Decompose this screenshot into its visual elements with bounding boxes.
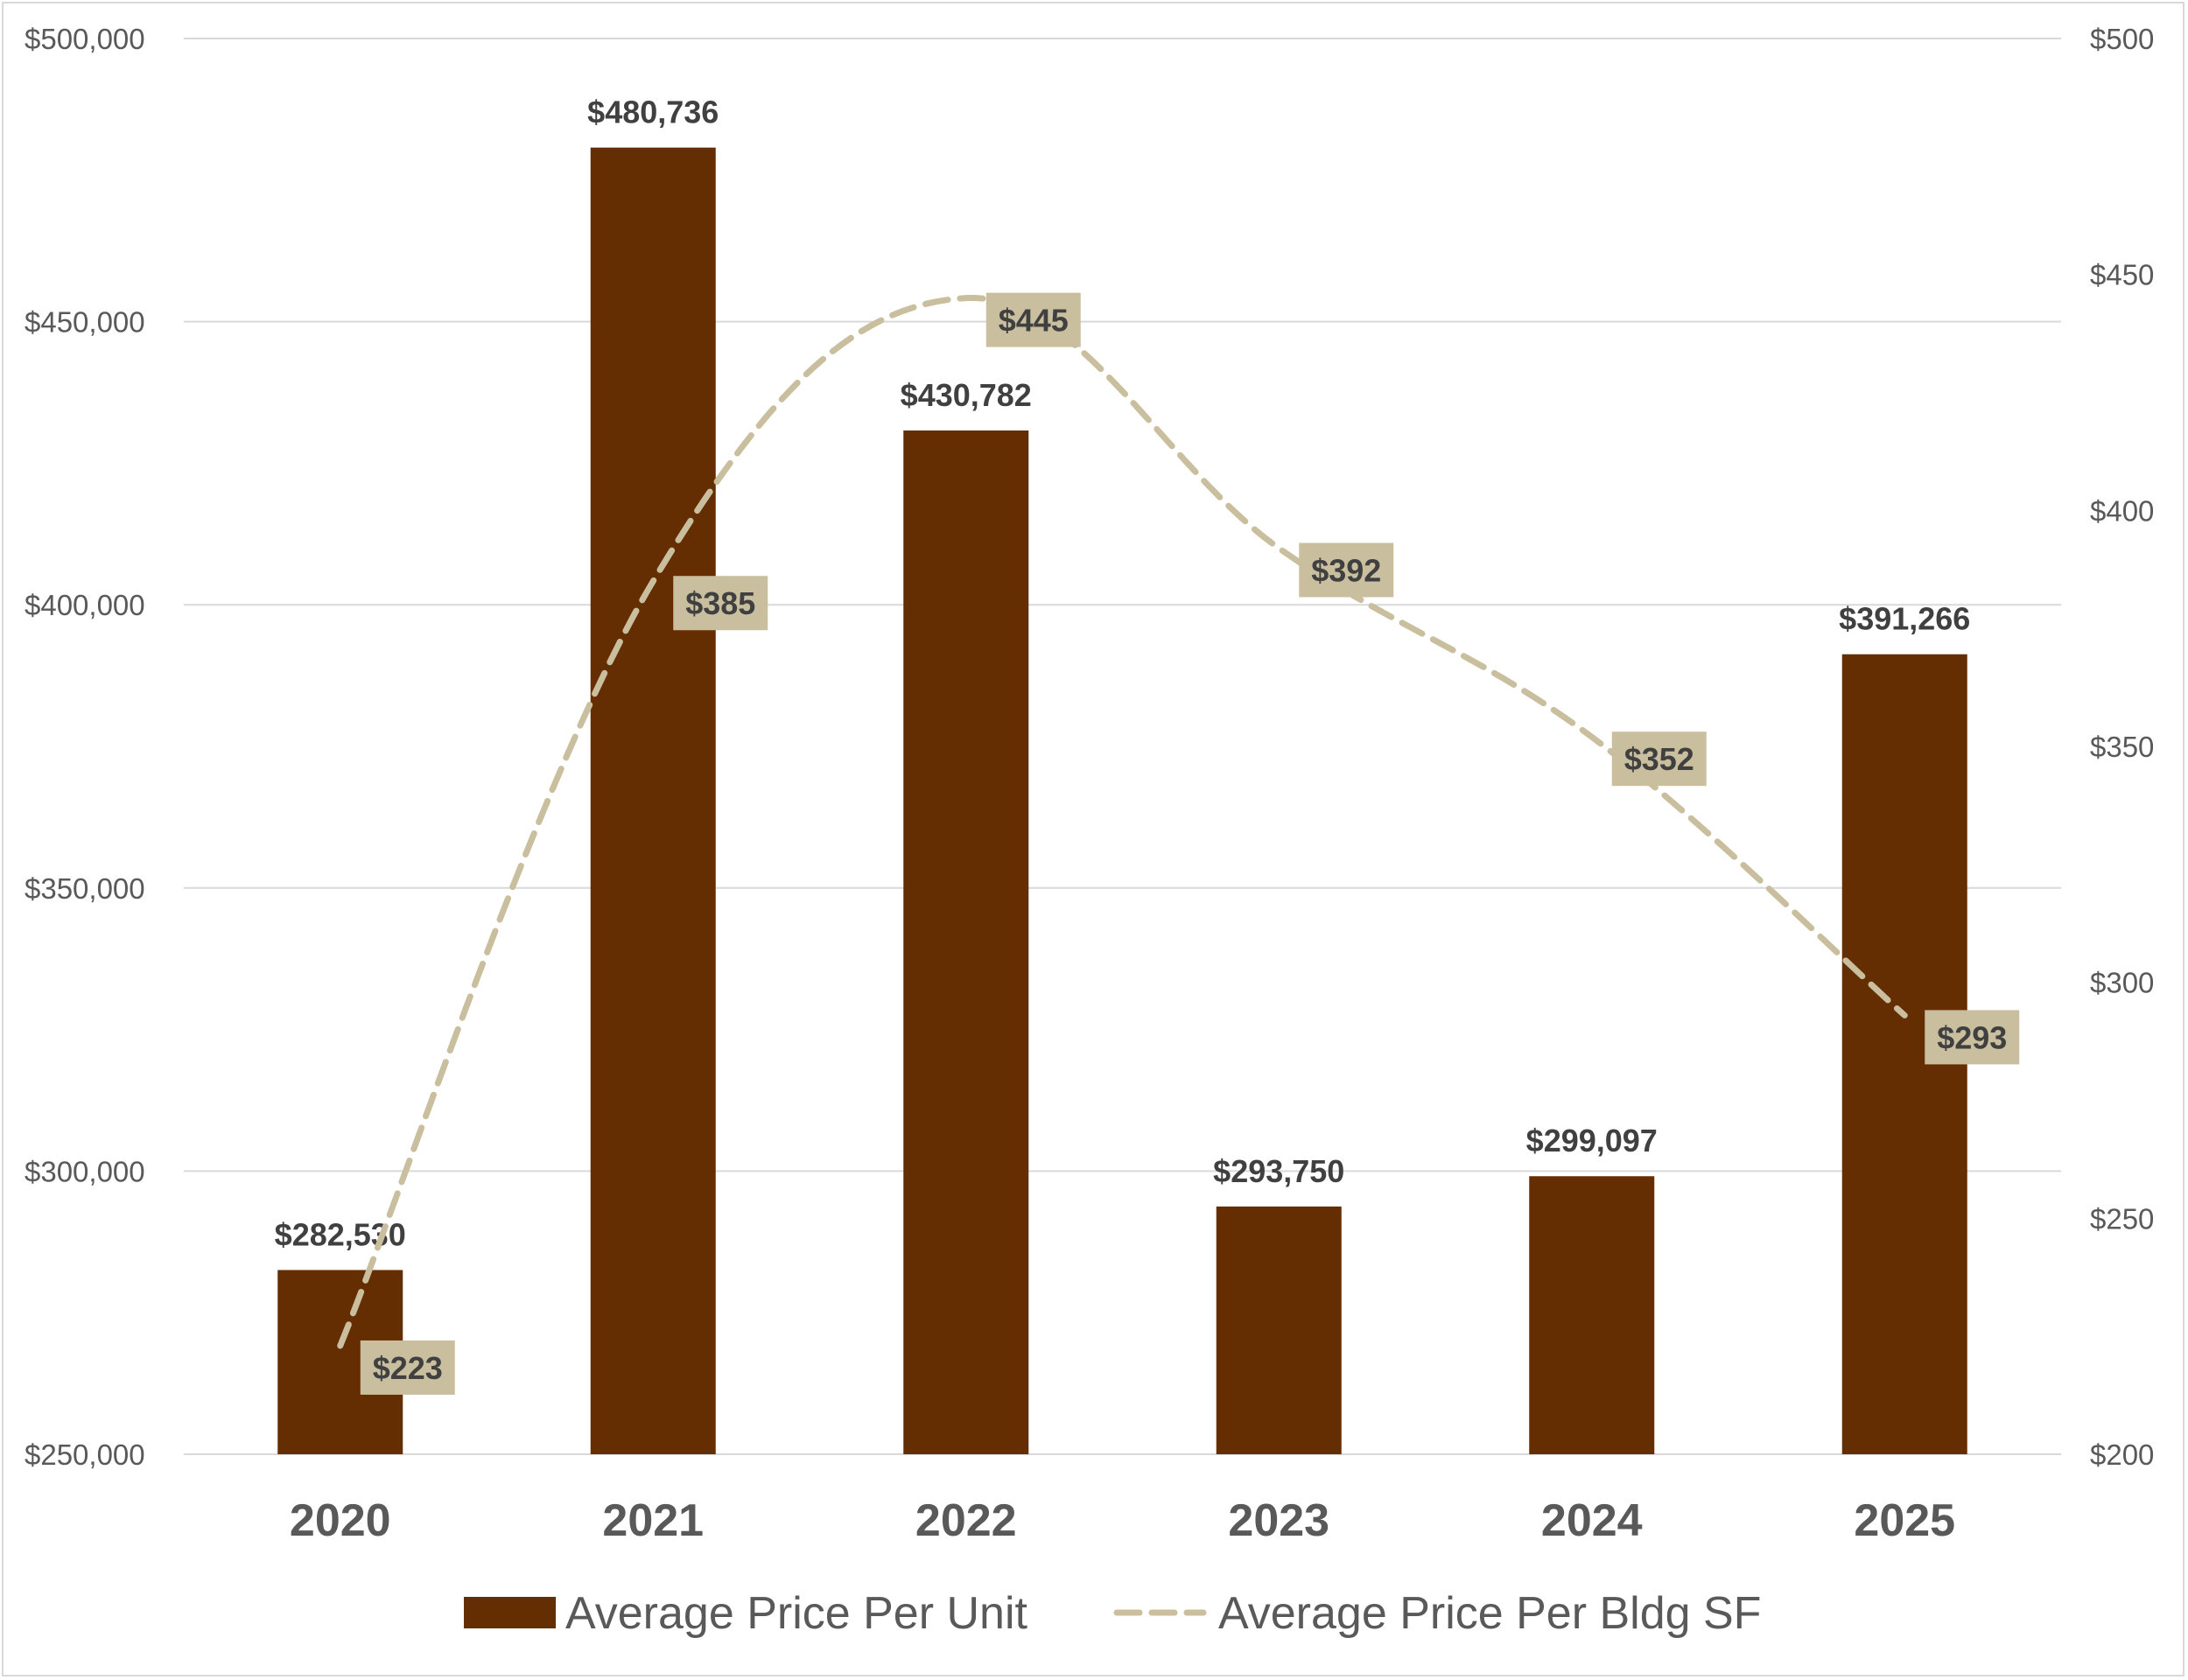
left-tick-label: $350,000 [25,872,145,905]
right-tick-label: $250 [2090,1202,2154,1235]
right-tick-label: $200 [2090,1438,2154,1471]
line-label-background [360,1340,455,1395]
left-tick-label: $250,000 [25,1438,145,1471]
category-label: 2021 [602,1495,704,1546]
left-tick-label: $400,000 [25,589,145,621]
left-tick-label: $500,000 [25,23,145,55]
line-value-label: $352 [1624,741,1694,777]
x-axis: 2020 2021 2022 2023 2024 2025 [290,1495,1955,1546]
line-value-label-box: $392 [1299,542,1394,598]
legend-bar-swatch [464,1597,556,1628]
line-value-label: $385 [685,585,755,621]
price-per-sf-line [337,295,1908,1349]
category-label: 2024 [1541,1495,1643,1546]
bar-2022 [903,430,1029,1454]
line-value-label: $445 [999,303,1069,339]
line-value-label: $293 [1937,1019,2007,1055]
right-tick-label: $300 [2090,967,2154,999]
price-per-sf-line-layer [337,295,1908,1349]
right-axis: $200 $250 $300 $350 $400 $450 $500 [2090,23,2154,1471]
right-tick-label: $500 [2090,23,2154,55]
gridlines [184,38,2061,1455]
bar-2023 [1216,1206,1342,1454]
left-axis: $250,000 $300,000 $350,000 $400,000 $450,000… [25,23,145,1471]
bar-data-labels: $282,530 $480,736 $430,782 $293,750 $299,097… [275,94,1971,1253]
legend: Average Price Per Unit Average Price Per … [464,1588,1761,1639]
left-tick-label: $450,000 [25,306,145,339]
category-label: 2023 [1228,1495,1329,1546]
bar-2021 [590,147,716,1454]
bar-value-label: $293,750 [1213,1153,1344,1189]
line-value-label-box: $223 [360,1340,455,1395]
line-label-background [985,292,1081,347]
line-data-labels: $223 $385 $445 $392 $352 $293 [360,292,2020,1395]
left-tick-label: $300,000 [25,1155,145,1187]
line-value-label-box: $352 [1611,732,1707,787]
bar-value-label: $299,097 [1526,1123,1658,1158]
line-value-label-box: $293 [1925,1010,2020,1065]
line-label-background [1925,1010,2020,1065]
legend-bar-label: Average Price Per Unit [565,1588,1028,1639]
bar-value-label: $282,530 [275,1216,406,1252]
line-value-label-box: $445 [985,292,1081,347]
line-label-background [673,576,768,631]
category-label: 2025 [1854,1495,1955,1546]
legend-line-label: Average Price Per Bldg SF [1218,1588,1761,1639]
bar-value-label: $430,782 [901,377,1032,413]
right-tick-label: $450 [2090,259,2154,291]
line-value-label: $392 [1311,552,1381,588]
right-tick-label: $400 [2090,494,2154,527]
right-tick-label: $350 [2090,731,2154,763]
bar-value-label: $480,736 [587,94,719,130]
line-label-background [1611,732,1707,787]
bars [277,147,1967,1454]
line-label-background [1299,542,1394,598]
line-value-label: $223 [373,1350,443,1386]
line-value-label-box: $385 [673,576,768,631]
category-label: 2020 [290,1495,391,1546]
bar-2024 [1529,1176,1655,1454]
category-label: 2022 [915,1495,1017,1546]
bar-value-label: $391,266 [1839,601,1970,637]
